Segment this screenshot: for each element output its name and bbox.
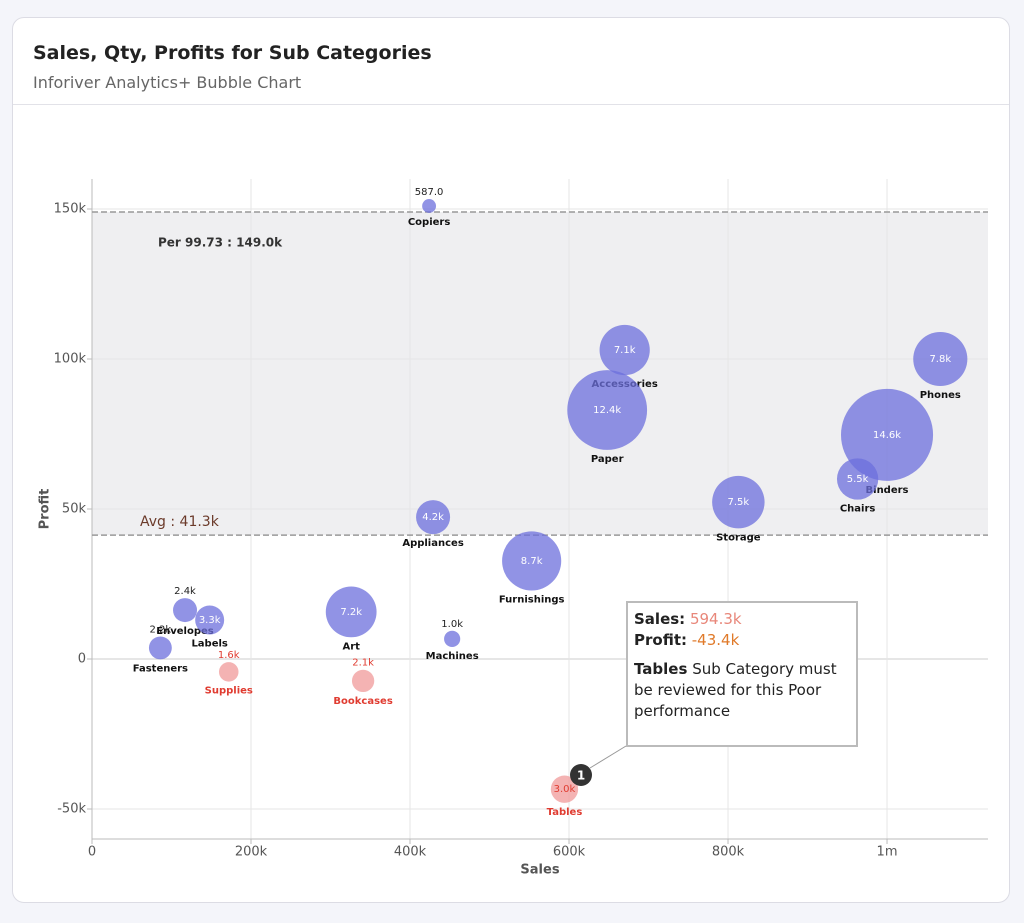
bubble-label: 2.2k xyxy=(150,624,172,635)
bubble xyxy=(325,586,377,638)
category-label: Storage xyxy=(716,532,761,543)
bubble-label: 2.1k xyxy=(352,658,374,669)
x-tick-label: 1m xyxy=(877,845,898,860)
bubble xyxy=(148,636,172,660)
category-label: Labels xyxy=(191,639,227,650)
chart-title: Sales, Qty, Profits for Sub Categories xyxy=(33,42,432,64)
category-label: Envelopes xyxy=(156,626,213,637)
category-label: Paper xyxy=(591,454,624,465)
x-tick-label: 200k xyxy=(235,845,268,860)
category-label: Machines xyxy=(426,651,479,662)
bubble xyxy=(840,388,934,481)
bubble xyxy=(913,331,968,387)
value: 594.3k xyxy=(689,610,742,628)
x-axis-title: Sales xyxy=(520,863,559,878)
bubble xyxy=(422,199,437,213)
value: -43.4k xyxy=(691,631,740,649)
y-tick-label: 150k xyxy=(54,202,87,217)
callout-line xyxy=(589,745,627,769)
bubble xyxy=(195,605,225,635)
bubble xyxy=(351,669,375,693)
reference-label: Avg : 41.3k xyxy=(140,514,220,530)
bubble-label: 7.2k xyxy=(340,607,362,618)
y-tick-label: -50k xyxy=(57,802,86,817)
text: Sub Category must be reviewed for this P… xyxy=(634,660,837,720)
bubble xyxy=(836,458,879,500)
bubble-label: 5.5k xyxy=(847,474,869,485)
category-label: Chairs xyxy=(840,504,876,515)
bubble-label: 12.4k xyxy=(593,405,621,416)
label: Sales: xyxy=(634,610,686,628)
divider xyxy=(13,104,1009,105)
bubble xyxy=(712,475,765,529)
label: Profit: xyxy=(634,631,687,649)
bubble-label: 1.6k xyxy=(218,650,240,661)
bubble-label: 3.0k xyxy=(554,784,576,795)
annotation: Sales: 594.3k Profit: -43.4k Tables Sub … xyxy=(626,601,858,747)
bubble-label: 7.1k xyxy=(614,345,636,356)
category-label: Tables xyxy=(547,807,583,818)
bubble xyxy=(550,775,579,803)
bubble-label: 8.7k xyxy=(521,556,543,567)
label: Tables xyxy=(634,660,688,678)
chart-subtitle: Inforiver Analytics+ Bubble Chart xyxy=(33,73,302,92)
bubble-label: 7.5k xyxy=(728,497,750,508)
bubble xyxy=(218,662,239,682)
bubble-label: 14.6k xyxy=(873,430,901,441)
category-label: Copiers xyxy=(408,217,451,228)
category-label: Supplies xyxy=(205,686,253,697)
bubble-label: 7.8k xyxy=(929,354,951,365)
category-label: Bookcases xyxy=(333,696,392,707)
y-tick-label: 100k xyxy=(54,352,87,367)
bubble xyxy=(599,324,650,376)
category-label: Art xyxy=(342,641,360,652)
category-label: Furnishings xyxy=(499,594,565,605)
reference-label: Per 99.73 : 149.0k xyxy=(158,236,283,250)
bubble-label: 4.2k xyxy=(422,512,444,523)
bubble-label: 1.0k xyxy=(441,619,463,630)
bubble xyxy=(173,598,198,623)
category-label: Fasteners xyxy=(133,663,188,674)
y-tick-label: 0 xyxy=(78,652,86,667)
x-tick-label: 0 xyxy=(88,845,96,860)
x-tick-label: 400k xyxy=(394,845,427,860)
callout-number: 1 xyxy=(577,769,585,783)
y-axis-title: Profit xyxy=(38,489,53,530)
bubble-label: 3.3k xyxy=(199,615,221,626)
x-tick-label: 800k xyxy=(712,845,745,860)
x-tick-label: 600k xyxy=(553,845,586,860)
bubble xyxy=(444,630,461,647)
bubble xyxy=(567,370,648,450)
bubble-label: 587.0 xyxy=(415,187,444,198)
bubble-label: 2.4k xyxy=(174,586,196,597)
bubble xyxy=(502,531,562,591)
category-label: Appliances xyxy=(402,538,463,549)
category-label: Binders xyxy=(866,485,909,496)
callout-marker xyxy=(570,764,592,786)
bubble xyxy=(416,500,451,535)
y-tick-label: 50k xyxy=(62,502,87,517)
category-label: Phones xyxy=(920,390,961,401)
